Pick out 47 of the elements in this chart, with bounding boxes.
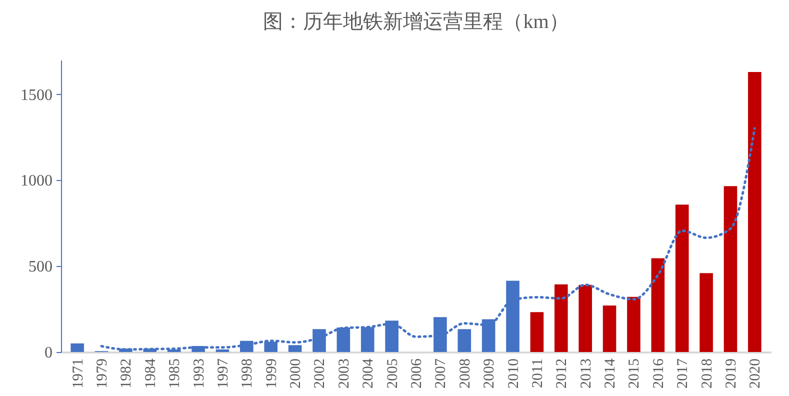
x-tick-label: 1999 <box>264 358 280 388</box>
x-tick-label: 1998 <box>240 358 256 388</box>
x-tick-label: 1982 <box>118 358 135 388</box>
x-tick-label: 2004 <box>360 358 377 388</box>
x-tick-label: 2018 <box>699 358 716 388</box>
x-tick-label: 2010 <box>506 358 522 388</box>
bar <box>675 204 689 352</box>
x-tick-label: 1993 <box>191 358 208 388</box>
y-tick-label: 0 <box>44 344 52 362</box>
x-tick-label: 2002 <box>312 358 328 388</box>
x-tick-label: 2017 <box>675 358 692 388</box>
x-tick-label: 2000 <box>288 358 304 388</box>
bar <box>651 258 665 352</box>
bar <box>578 284 592 352</box>
bar <box>602 305 616 352</box>
x-tick-label: 2009 <box>482 358 498 388</box>
x-tick-label: 2013 <box>578 358 594 388</box>
bar <box>554 284 568 352</box>
x-tick-label: 2015 <box>626 358 643 388</box>
x-tick-label: 2006 <box>409 358 425 388</box>
x-tick-label: 1979 <box>94 358 111 388</box>
x-tick-label: 2019 <box>723 358 740 388</box>
x-tick-label: 1984 <box>142 358 159 388</box>
x-tick-label: 1985 <box>167 358 184 388</box>
bar <box>748 72 762 352</box>
bar <box>724 186 738 352</box>
x-tick-label: 2008 <box>457 358 474 388</box>
x-tick-label: 2011 <box>530 358 546 388</box>
x-tick-label: 1997 <box>215 358 232 388</box>
y-tick-label: 1500 <box>20 86 52 104</box>
x-tick-label: 2007 <box>433 358 450 388</box>
x-tick-label: 1971 <box>70 358 86 388</box>
x-tick-label: 2020 <box>748 358 764 388</box>
x-tick-label: 2016 <box>650 358 667 388</box>
line-series <box>100 127 756 351</box>
x-tick-label: 2005 <box>384 358 401 388</box>
bar <box>530 312 544 352</box>
x-tick-label: 2014 <box>602 358 619 388</box>
y-tick-label: 1000 <box>20 172 52 190</box>
x-tick-label: 2003 <box>336 358 352 388</box>
bar <box>700 273 713 352</box>
chart-title: 图：历年地铁新增运营里程（km） <box>263 11 569 33</box>
bar <box>458 329 472 352</box>
y-tick-label: 500 <box>28 258 52 276</box>
bar <box>70 343 84 352</box>
bar <box>627 296 640 352</box>
x-tick-label: 2012 <box>554 358 570 388</box>
